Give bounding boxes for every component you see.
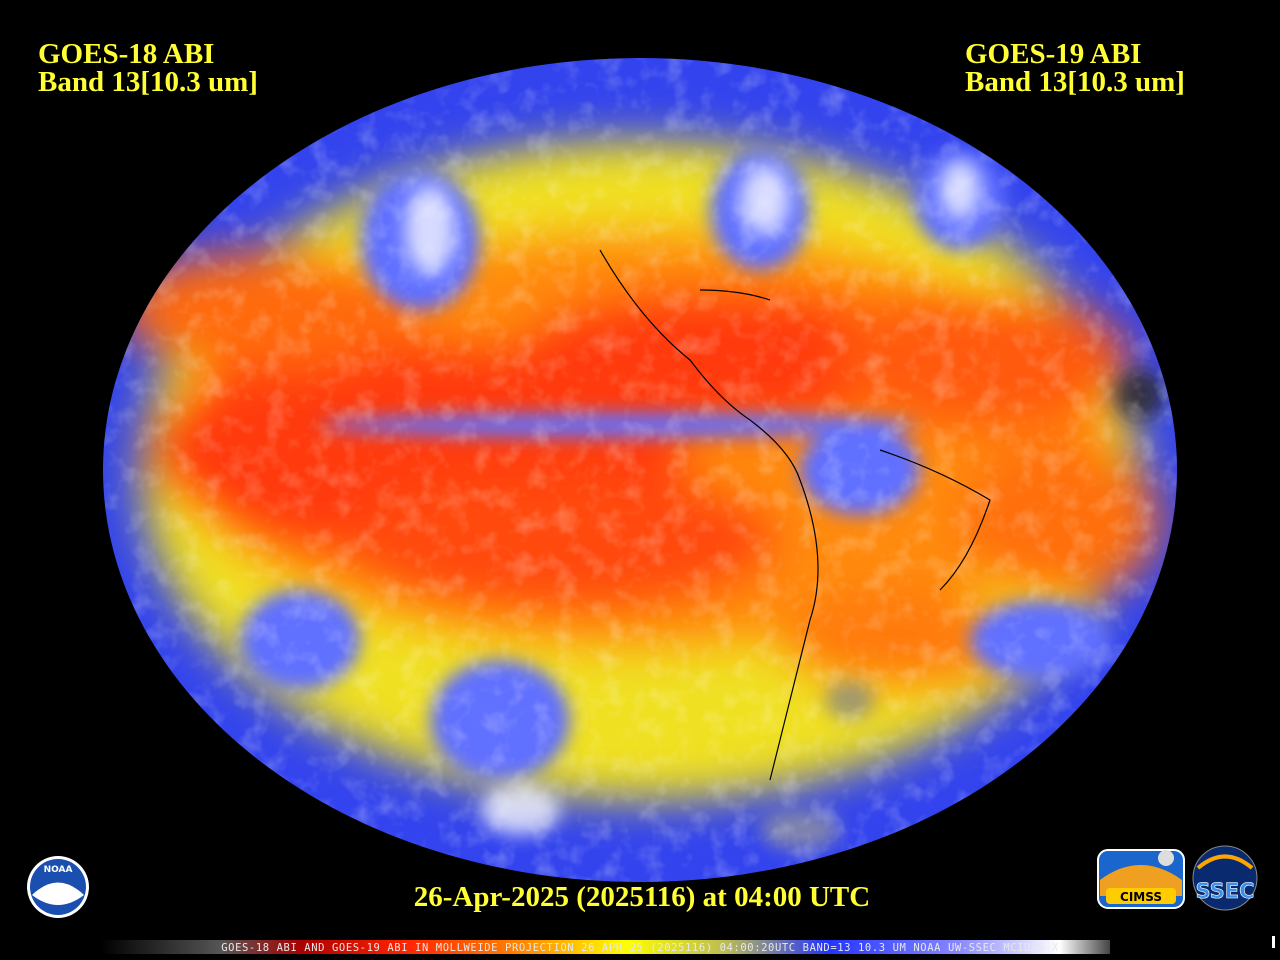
noaa-label: NOAA — [44, 865, 73, 875]
globe — [103, 58, 1177, 882]
footer-text: GOES-18 ABI AND GOES-19 ABI IN MOLLWEIDE… — [221, 942, 1059, 954]
right-band: Band 13[10.3 um] — [965, 66, 1185, 98]
cimss-label: CIMSS — [1120, 890, 1162, 904]
ssec-label: SSEC — [1195, 879, 1254, 903]
noaa-logo: NOAA — [27, 856, 89, 918]
left-band: Band 13[10.3 um] — [38, 66, 258, 98]
corner-marker — [1272, 936, 1275, 948]
color-bar — [100, 940, 1110, 954]
cimss-logo: CIMSS — [1097, 849, 1185, 909]
ssec-logo: SSEC — [1192, 845, 1258, 911]
right-satellite: GOES-19 ABI — [965, 38, 1141, 70]
timestamp: 26-Apr-2025 (2025116) at 04:00 UTC — [414, 881, 870, 913]
left-satellite: GOES-18 ABI — [38, 38, 214, 70]
